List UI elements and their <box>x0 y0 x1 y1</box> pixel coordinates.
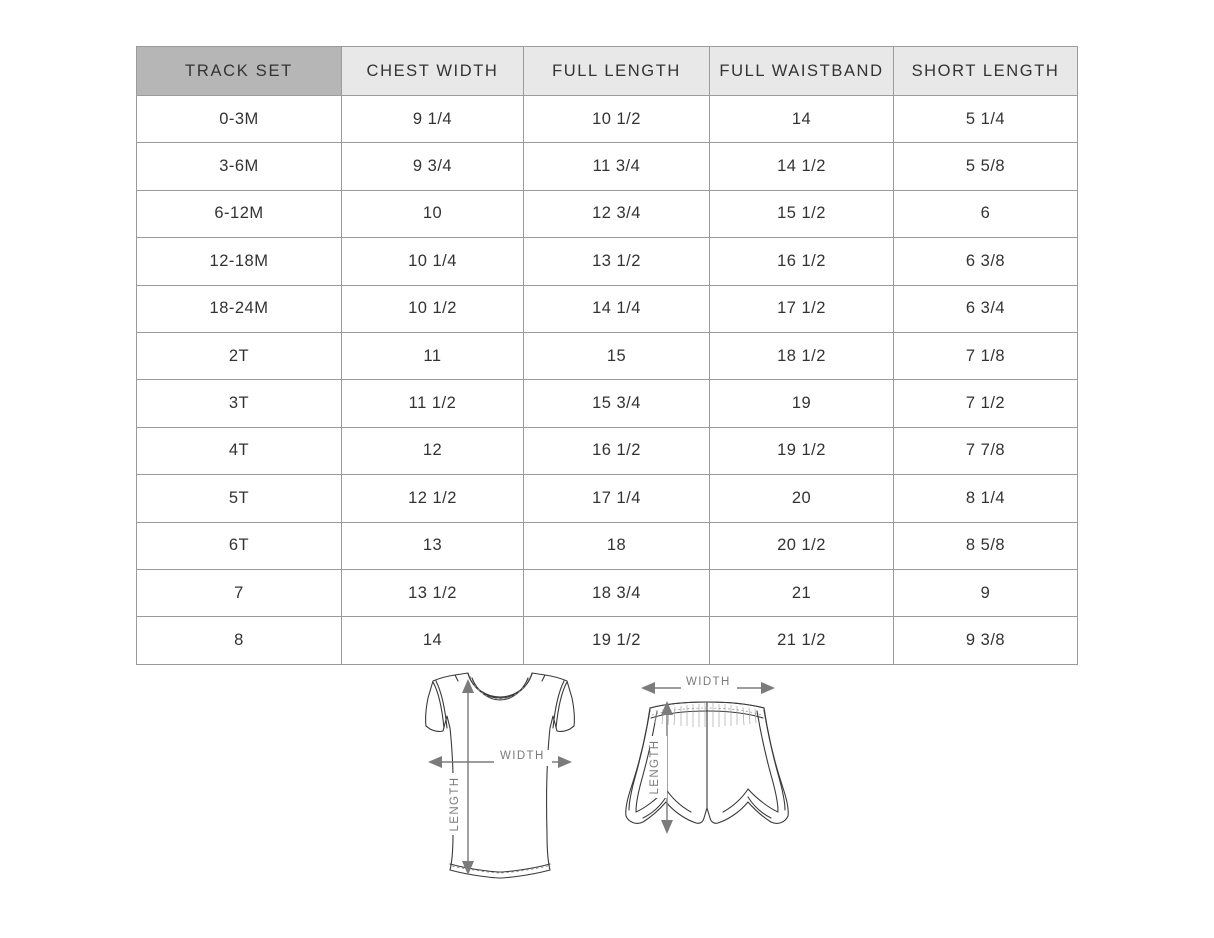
table-row: 6T 13 18 20 1/2 8 5/8 <box>136 521 1078 570</box>
cell-chest-width: 10 <box>341 189 524 239</box>
cell-full-waistband: 20 <box>709 474 894 523</box>
cell-full-waistband: 15 1/2 <box>709 189 894 239</box>
cell-size: 7 <box>136 568 342 618</box>
table-row: 8 14 19 1/2 21 1/2 9 3/8 <box>136 616 1078 665</box>
tank-width-dimension: WIDTH <box>428 750 572 768</box>
cell-short-length: 9 <box>893 568 1078 618</box>
column-header-full-waistband: FULL WAISTBAND <box>709 46 894 96</box>
cell-size: 3T <box>136 379 342 428</box>
cell-full-waistband: 21 <box>709 568 894 618</box>
column-header-track-set: TRACK SET <box>136 46 342 96</box>
table-row: 6-12M 10 12 3/4 15 1/2 6 <box>136 189 1078 239</box>
size-chart-container: TRACK SET CHEST WIDTH FULL LENGTH FULL W… <box>136 46 1078 665</box>
cell-chest-width: 12 <box>341 426 524 476</box>
table-row: 3-6M 9 3/4 11 3/4 14 1/2 5 5/8 <box>136 142 1078 191</box>
cell-chest-width: 13 <box>341 521 524 570</box>
header-row: TRACK SET CHEST WIDTH FULL LENGTH FULL W… <box>136 46 1078 96</box>
cell-size: 6T <box>136 521 342 570</box>
cell-full-waistband: 19 <box>709 379 894 428</box>
shorts-diagram: WIDTH LENGTH <box>605 666 810 921</box>
cell-full-length: 14 1/4 <box>523 284 710 333</box>
cell-size: 8 <box>136 616 342 665</box>
tank-top-illustration: WIDTH LENGTH <box>425 672 575 879</box>
cell-short-length: 9 3/8 <box>893 616 1078 665</box>
cell-size: 5T <box>136 474 342 523</box>
cell-chest-width: 10 1/4 <box>341 237 524 286</box>
table-header: TRACK SET CHEST WIDTH FULL LENGTH FULL W… <box>136 46 1078 96</box>
tank-length-dimension: LENGTH <box>449 679 474 875</box>
tank-length-label: LENGTH <box>449 776 461 831</box>
table-row: 12-18M 10 1/4 13 1/2 16 1/2 6 3/8 <box>136 237 1078 286</box>
cell-full-length: 19 1/2 <box>523 616 710 665</box>
shorts-length-dimension: LENGTH <box>649 701 673 834</box>
cell-full-length: 16 1/2 <box>523 426 710 476</box>
cell-short-length: 7 1/2 <box>893 379 1078 428</box>
cell-size: 18-24M <box>136 284 342 333</box>
cell-size: 2T <box>136 331 342 381</box>
column-header-chest-width: CHEST WIDTH <box>341 46 524 96</box>
cell-full-waistband: 21 1/2 <box>709 616 894 665</box>
cell-full-length: 13 1/2 <box>523 237 710 286</box>
shorts-width-label: WIDTH <box>686 676 731 688</box>
shorts-illustration: WIDTH LENGTH <box>625 676 789 834</box>
garment-diagrams: WIDTH LENGTH <box>400 666 820 916</box>
cell-chest-width: 14 <box>341 616 524 665</box>
cell-chest-width: 9 1/4 <box>341 94 524 144</box>
cell-full-length: 11 3/4 <box>523 142 710 191</box>
shorts-length-label: LENGTH <box>649 739 661 794</box>
table-body: 0-3M 9 1/4 10 1/2 14 5 1/4 3-6M 9 3/4 11… <box>136 94 1078 665</box>
cell-full-length: 15 3/4 <box>523 379 710 428</box>
cell-full-length: 18 3/4 <box>523 568 710 618</box>
cell-short-length: 6 <box>893 189 1078 239</box>
cell-short-length: 8 5/8 <box>893 521 1078 570</box>
size-chart-table: TRACK SET CHEST WIDTH FULL LENGTH FULL W… <box>136 46 1078 665</box>
cell-full-waistband: 14 1/2 <box>709 142 894 191</box>
cell-size: 4T <box>136 426 342 476</box>
cell-full-waistband: 20 1/2 <box>709 521 894 570</box>
cell-chest-width: 11 1/2 <box>341 379 524 428</box>
cell-chest-width: 11 <box>341 331 524 381</box>
cell-chest-width: 13 1/2 <box>341 568 524 618</box>
cell-chest-width: 9 3/4 <box>341 142 524 191</box>
cell-full-waistband: 18 1/2 <box>709 331 894 381</box>
cell-full-waistband: 19 1/2 <box>709 426 894 476</box>
column-header-short-length: SHORT LENGTH <box>893 46 1078 96</box>
cell-short-length: 5 1/4 <box>893 94 1078 144</box>
cell-chest-width: 12 1/2 <box>341 474 524 523</box>
cell-full-length: 17 1/4 <box>523 474 710 523</box>
table-row: 0-3M 9 1/4 10 1/2 14 5 1/4 <box>136 94 1078 144</box>
table-row: 4T 12 16 1/2 19 1/2 7 7/8 <box>136 426 1078 476</box>
cell-full-waistband: 14 <box>709 94 894 144</box>
cell-short-length: 8 1/4 <box>893 474 1078 523</box>
cell-short-length: 5 5/8 <box>893 142 1078 191</box>
cell-short-length: 6 3/4 <box>893 284 1078 333</box>
table-row: 3T 11 1/2 15 3/4 19 7 1/2 <box>136 379 1078 428</box>
column-header-full-length: FULL LENGTH <box>523 46 710 96</box>
table-row: 5T 12 1/2 17 1/4 20 8 1/4 <box>136 474 1078 523</box>
cell-size: 0-3M <box>136 94 342 144</box>
cell-full-length: 12 3/4 <box>523 189 710 239</box>
tank-width-label: WIDTH <box>500 750 545 762</box>
cell-chest-width: 10 1/2 <box>341 284 524 333</box>
cell-short-length: 6 3/8 <box>893 237 1078 286</box>
cell-full-length: 10 1/2 <box>523 94 710 144</box>
cell-size: 12-18M <box>136 237 342 286</box>
cell-full-length: 15 <box>523 331 710 381</box>
cell-full-waistband: 16 1/2 <box>709 237 894 286</box>
cell-full-length: 18 <box>523 521 710 570</box>
cell-short-length: 7 1/8 <box>893 331 1078 381</box>
cell-size: 3-6M <box>136 142 342 191</box>
cell-size: 6-12M <box>136 189 342 239</box>
cell-full-waistband: 17 1/2 <box>709 284 894 333</box>
shorts-width-dimension: WIDTH <box>641 676 775 694</box>
cell-short-length: 7 7/8 <box>893 426 1078 476</box>
tank-top-diagram: WIDTH LENGTH <box>400 666 600 921</box>
table-row: 7 13 1/2 18 3/4 21 9 <box>136 568 1078 618</box>
table-row: 18-24M 10 1/2 14 1/4 17 1/2 6 3/4 <box>136 284 1078 333</box>
table-row: 2T 11 15 18 1/2 7 1/8 <box>136 331 1078 381</box>
